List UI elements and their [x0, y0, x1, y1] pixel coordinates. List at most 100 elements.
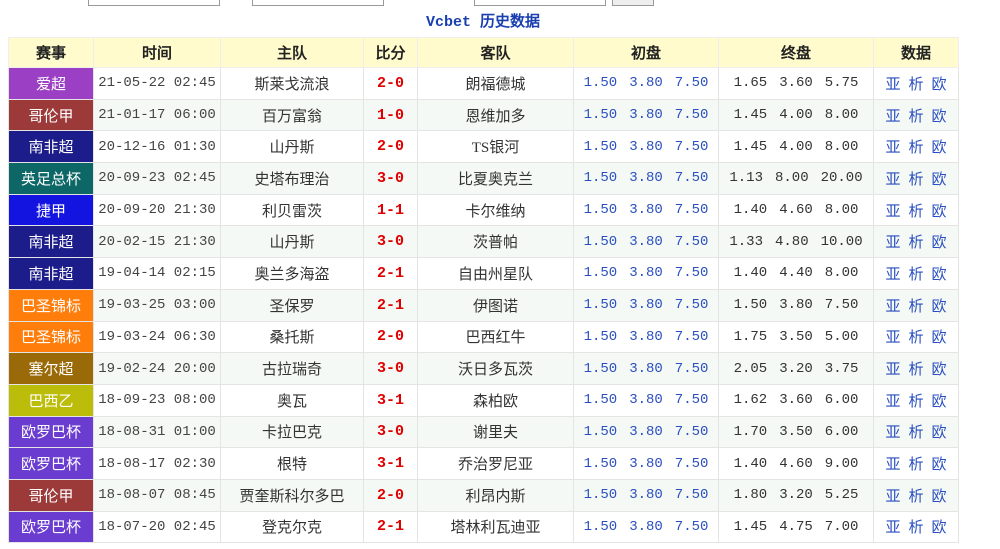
odds-value: 7.50: [824, 297, 859, 314]
data-link[interactable]: 欧: [931, 140, 947, 157]
odds-value: 3.75: [824, 360, 859, 377]
table-row: 哥伦甲 21-01-17 06:00 百万富翁 1-0 恩维加多 1.50 3.80 7.50…: [8, 98, 959, 132]
data-link[interactable]: 亚: [885, 393, 901, 410]
odds-value: 8.00: [774, 170, 809, 187]
data-link[interactable]: 析: [908, 203, 924, 220]
data-link[interactable]: 欧: [931, 298, 947, 315]
data-link[interactable]: 欧: [931, 76, 947, 93]
odds-value: 7.50: [674, 233, 709, 250]
initial-odds: 1.50 3.80 7.50: [573, 162, 719, 195]
odds-value: 7.50: [674, 138, 709, 155]
odds-value: 7.00: [824, 518, 859, 535]
odds-value: 3.60: [779, 392, 813, 409]
league-cell: 爱超: [8, 67, 94, 100]
data-link[interactable]: 析: [908, 76, 924, 93]
data-link[interactable]: 析: [908, 362, 924, 379]
home-team: 桑托斯: [220, 320, 364, 354]
data-link[interactable]: 欧: [931, 203, 947, 220]
odds-value: 1.50: [583, 265, 618, 282]
time-cell: 20-09-20 21:30: [93, 193, 221, 227]
table-row: 南非超 19-04-14 02:15 奥兰多海盗 2-1 自由州星队 1.50 3.80 7.…: [8, 257, 959, 290]
data-link[interactable]: 析: [908, 425, 924, 442]
data-link[interactable]: 析: [908, 298, 924, 315]
away-team: 塔林利瓦迪亚: [417, 510, 574, 544]
initial-odds: 1.50 3.80 7.50: [573, 320, 719, 354]
data-link[interactable]: 亚: [885, 140, 901, 157]
data-link[interactable]: 欧: [931, 362, 947, 379]
odds-value: 1.75: [733, 328, 768, 345]
score-cell: 3-0: [363, 162, 418, 195]
league-cell: 欧罗巴杯: [8, 447, 94, 480]
data-link[interactable]: 亚: [885, 235, 901, 252]
data-link[interactable]: 欧: [931, 393, 947, 410]
odds-value: 3.80: [629, 423, 663, 440]
time-cell: 18-08-31 01:00: [93, 415, 221, 449]
score-cell: 2-0: [363, 130, 418, 164]
data-link[interactable]: 亚: [885, 203, 901, 220]
away-team: 比夏奥克兰: [417, 162, 574, 195]
select-box[interactable]: [252, 0, 384, 6]
time-cell: 18-08-07 08:45: [93, 478, 221, 512]
button[interactable]: [612, 0, 654, 6]
table-row: 塞尔超 19-02-24 20:00 古拉瑞奇 3-0 沃日多瓦茨 1.50 3.80 7.5…: [8, 352, 959, 385]
data-link[interactable]: 析: [908, 488, 924, 505]
data-link[interactable]: 亚: [885, 362, 901, 379]
header-cell: 主队: [220, 37, 364, 68]
data-link[interactable]: 欧: [931, 520, 947, 537]
data-link[interactable]: 亚: [885, 425, 901, 442]
data-link[interactable]: 欧: [931, 425, 947, 442]
away-team: 伊图诺: [417, 288, 574, 322]
odds-value: 6.00: [824, 423, 859, 440]
data-link[interactable]: 析: [908, 520, 924, 537]
data-link[interactable]: 析: [908, 171, 924, 188]
initial-odds: 1.50 3.80 7.50: [573, 98, 719, 132]
data-link[interactable]: 亚: [885, 298, 901, 315]
data-link[interactable]: 欧: [931, 108, 947, 125]
data-link[interactable]: 析: [908, 108, 924, 125]
data-link[interactable]: 亚: [885, 520, 901, 537]
data-link[interactable]: 亚: [885, 266, 901, 283]
initial-odds: 1.50 3.80 7.50: [573, 383, 719, 417]
data-link[interactable]: 析: [908, 393, 924, 410]
data-link[interactable]: 欧: [931, 266, 947, 283]
data-link[interactable]: 亚: [885, 330, 901, 347]
data-link[interactable]: 亚: [885, 76, 901, 93]
away-team: 朗福德城: [417, 67, 574, 100]
data-link[interactable]: 析: [908, 266, 924, 283]
odds-value: 1.80: [733, 487, 768, 504]
final-odds: 1.33 4.80 10.00: [718, 225, 874, 259]
data-link[interactable]: 亚: [885, 108, 901, 125]
home-team: 根特: [220, 447, 364, 480]
select-box[interactable]: [88, 0, 220, 6]
time-cell: 20-12-16 01:30: [93, 130, 221, 164]
data-link[interactable]: 亚: [885, 457, 901, 474]
data-link[interactable]: 析: [908, 235, 924, 252]
select-box[interactable]: [474, 0, 606, 6]
data-link[interactable]: 欧: [931, 457, 947, 474]
odds-value: 5.00: [824, 328, 859, 345]
final-odds: 1.13 8.00 20.00: [718, 162, 874, 195]
table-row: 巴西乙 18-09-23 08:00 奥瓦 3-1 森柏欧 1.50 3.80 7.50 1.6…: [8, 383, 959, 417]
final-odds: 1.40 4.40 8.00: [718, 257, 874, 290]
odds-value: 6.00: [824, 392, 859, 409]
odds-value: 3.20: [779, 360, 813, 377]
data-link[interactable]: 亚: [885, 171, 901, 188]
home-team: 利贝雷茨: [220, 193, 364, 227]
data-link[interactable]: 欧: [931, 171, 947, 188]
odds-value: 3.80: [779, 297, 813, 314]
final-odds: 2.05 3.20 3.75: [718, 352, 874, 385]
data-link[interactable]: 亚: [885, 488, 901, 505]
header-cell: 终盘: [718, 37, 874, 68]
league-cell: 巴西乙: [8, 383, 94, 417]
data-link[interactable]: 欧: [931, 235, 947, 252]
home-team: 奥瓦: [220, 383, 364, 417]
odds-value: 1.62: [733, 392, 768, 409]
odds-value: 5.25: [824, 487, 859, 504]
data-link[interactable]: 欧: [931, 330, 947, 347]
data-link[interactable]: 析: [908, 330, 924, 347]
data-link[interactable]: 析: [908, 140, 924, 157]
data-link[interactable]: 析: [908, 457, 924, 474]
data-link[interactable]: 欧: [931, 488, 947, 505]
odds-value: 1.50: [583, 328, 618, 345]
time-cell: 18-09-23 08:00: [93, 383, 221, 417]
